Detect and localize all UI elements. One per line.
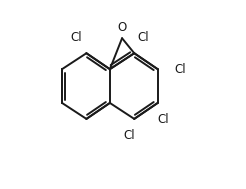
Text: Cl: Cl <box>157 113 169 126</box>
Text: Cl: Cl <box>124 129 135 142</box>
Text: Cl: Cl <box>70 31 82 44</box>
Text: Cl: Cl <box>175 63 186 76</box>
Text: Cl: Cl <box>137 31 149 44</box>
Text: O: O <box>117 21 127 33</box>
